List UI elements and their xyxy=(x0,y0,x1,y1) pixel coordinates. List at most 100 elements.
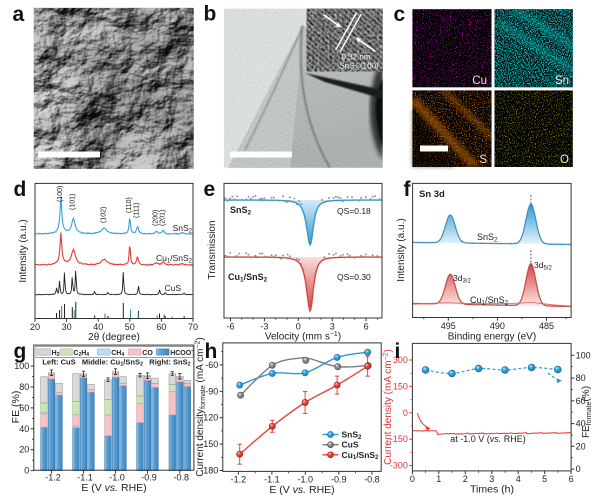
svg-text:40: 40 xyxy=(576,419,586,429)
svg-text:-150: -150 xyxy=(200,439,218,449)
svg-text:SnS2: SnS2 xyxy=(342,430,363,441)
svg-text:Binding energy (eV): Binding energy (eV) xyxy=(448,332,536,343)
svg-text:-1.2: -1.2 xyxy=(231,474,247,484)
svg-text:100: 100 xyxy=(14,361,29,371)
svg-text:30: 30 xyxy=(62,322,72,332)
svg-text:SnS2: SnS2 xyxy=(477,232,498,244)
svg-text:-120: -120 xyxy=(200,413,218,423)
svg-text:(111): (111) xyxy=(134,203,141,218)
svg-text:70: 70 xyxy=(188,322,198,332)
svg-text:at -1.0 V (vs. RHE): at -1.0 V (vs. RHE) xyxy=(450,434,526,444)
svg-text:Intensity (a.u.): Intensity (a.u.) xyxy=(18,219,29,282)
svg-text:6: 6 xyxy=(569,474,574,484)
svg-text:S: S xyxy=(479,154,487,166)
svg-text:Transmission: Transmission xyxy=(207,220,218,279)
svg-text:f: f xyxy=(404,178,412,201)
svg-text:SnS2: SnS2 xyxy=(230,205,252,217)
svg-text:-0.9: -0.9 xyxy=(331,474,347,484)
svg-text:300: 300 xyxy=(393,355,408,365)
svg-text:CH4: CH4 xyxy=(111,350,124,358)
svg-text:Current densityformate (mA cm−: Current densityformate (mA cm−2) xyxy=(195,337,208,477)
svg-text:QS=0.30: QS=0.30 xyxy=(337,272,371,282)
svg-text:(201): (201) xyxy=(160,210,167,226)
svg-text:(110): (110) xyxy=(126,197,133,213)
svg-text:-90: -90 xyxy=(205,386,218,396)
svg-text:-300: -300 xyxy=(390,461,408,471)
svg-text:SnS2: SnS2 xyxy=(173,223,193,235)
svg-text:(100): (100) xyxy=(57,186,64,202)
svg-text:60: 60 xyxy=(156,322,166,332)
svg-text:E (V vs. RHE): E (V vs. RHE) xyxy=(81,482,146,494)
svg-text:FEformate(%): FEformate(%) xyxy=(581,386,593,438)
svg-text:Sn 3d: Sn 3d xyxy=(419,189,445,200)
svg-text:Cu1/SnS2: Cu1/SnS2 xyxy=(228,272,268,284)
svg-text:g: g xyxy=(14,340,27,363)
svg-text:-1.1: -1.1 xyxy=(264,474,280,484)
svg-text:20: 20 xyxy=(30,322,40,332)
svg-text:1: 1 xyxy=(436,474,441,484)
svg-text:20: 20 xyxy=(19,445,29,455)
svg-text:100: 100 xyxy=(576,350,591,360)
svg-text:40: 40 xyxy=(19,424,29,434)
svg-text:HCOO−: HCOO− xyxy=(170,349,194,358)
svg-text:CuS: CuS xyxy=(164,283,181,293)
svg-text:2θ (degree): 2θ (degree) xyxy=(88,332,140,343)
svg-text:0: 0 xyxy=(296,322,301,332)
svg-text:-180: -180 xyxy=(200,466,218,476)
svg-text:SnS2 (100): SnS2 (100) xyxy=(339,62,379,72)
svg-text:Sn: Sn xyxy=(555,75,569,87)
svg-text:C2H4: C2H4 xyxy=(73,350,89,358)
svg-text:h: h xyxy=(205,340,218,363)
svg-text:-1.2: -1.2 xyxy=(45,473,61,483)
svg-text:0: 0 xyxy=(576,464,581,474)
svg-text:QS=0.18: QS=0.18 xyxy=(337,206,371,216)
svg-text:3: 3 xyxy=(330,322,335,332)
svg-text:50: 50 xyxy=(125,322,135,332)
svg-text:-3: -3 xyxy=(260,322,268,332)
svg-text:80: 80 xyxy=(576,373,586,383)
svg-text:i: i xyxy=(395,340,401,363)
svg-text:-150: -150 xyxy=(390,434,408,444)
svg-text:Velocity (mm s−1): Velocity (mm s−1) xyxy=(265,331,341,343)
svg-text:60: 60 xyxy=(576,396,586,406)
svg-text:6: 6 xyxy=(364,322,369,332)
svg-text:0: 0 xyxy=(24,466,29,476)
svg-text:0: 0 xyxy=(403,408,408,418)
svg-text:3d3/2: 3d3/2 xyxy=(453,273,471,285)
svg-text:-1.0: -1.0 xyxy=(109,473,125,483)
svg-text:c: c xyxy=(394,3,406,26)
svg-text:80: 80 xyxy=(19,382,29,392)
svg-text:3d5/2: 3d5/2 xyxy=(534,260,552,272)
svg-text:0.32 nm: 0.32 nm xyxy=(342,53,371,62)
svg-text:-1.0: -1.0 xyxy=(298,474,314,484)
svg-text:490: 490 xyxy=(490,321,505,331)
svg-text:a: a xyxy=(13,3,25,26)
svg-text:(101): (101) xyxy=(70,194,77,210)
svg-text:4: 4 xyxy=(516,474,521,484)
svg-text:485: 485 xyxy=(539,321,554,331)
svg-text:Left: CuS Middle: Cu1/SnS2: Left: CuS Middle: Cu1/SnS2 Right: SnS2 xyxy=(42,358,190,368)
svg-text:-0.8: -0.8 xyxy=(174,473,190,483)
svg-text:FE (%): FE (%) xyxy=(10,391,22,424)
svg-text:5: 5 xyxy=(542,474,547,484)
svg-text:20: 20 xyxy=(576,441,586,451)
svg-text:CuS: CuS xyxy=(342,440,359,450)
svg-text:Intensity (a.u.): Intensity (a.u.) xyxy=(396,218,407,281)
svg-text:d: d xyxy=(14,178,27,201)
svg-text:Cu1/SnS2: Cu1/SnS2 xyxy=(156,253,193,265)
svg-text:495: 495 xyxy=(441,321,456,331)
svg-text:3: 3 xyxy=(489,474,494,484)
svg-text:Cu1/SnS2: Cu1/SnS2 xyxy=(470,295,509,307)
svg-text:O: O xyxy=(560,154,569,166)
svg-text:Times (h): Times (h) xyxy=(470,483,514,495)
svg-text:E (V vs. RHE): E (V vs. RHE) xyxy=(269,484,334,496)
svg-text:40: 40 xyxy=(93,322,103,332)
svg-text:0: 0 xyxy=(410,474,415,484)
svg-text:-60: -60 xyxy=(205,360,218,370)
svg-text:CO: CO xyxy=(142,350,153,357)
svg-text:(102): (102) xyxy=(100,207,107,223)
svg-text:2: 2 xyxy=(463,474,468,484)
svg-text:Current density (mA cm−2): Current density (mA cm−2) xyxy=(383,349,395,465)
svg-text:b: b xyxy=(204,2,217,25)
svg-text:-0.8: -0.8 xyxy=(364,474,380,484)
